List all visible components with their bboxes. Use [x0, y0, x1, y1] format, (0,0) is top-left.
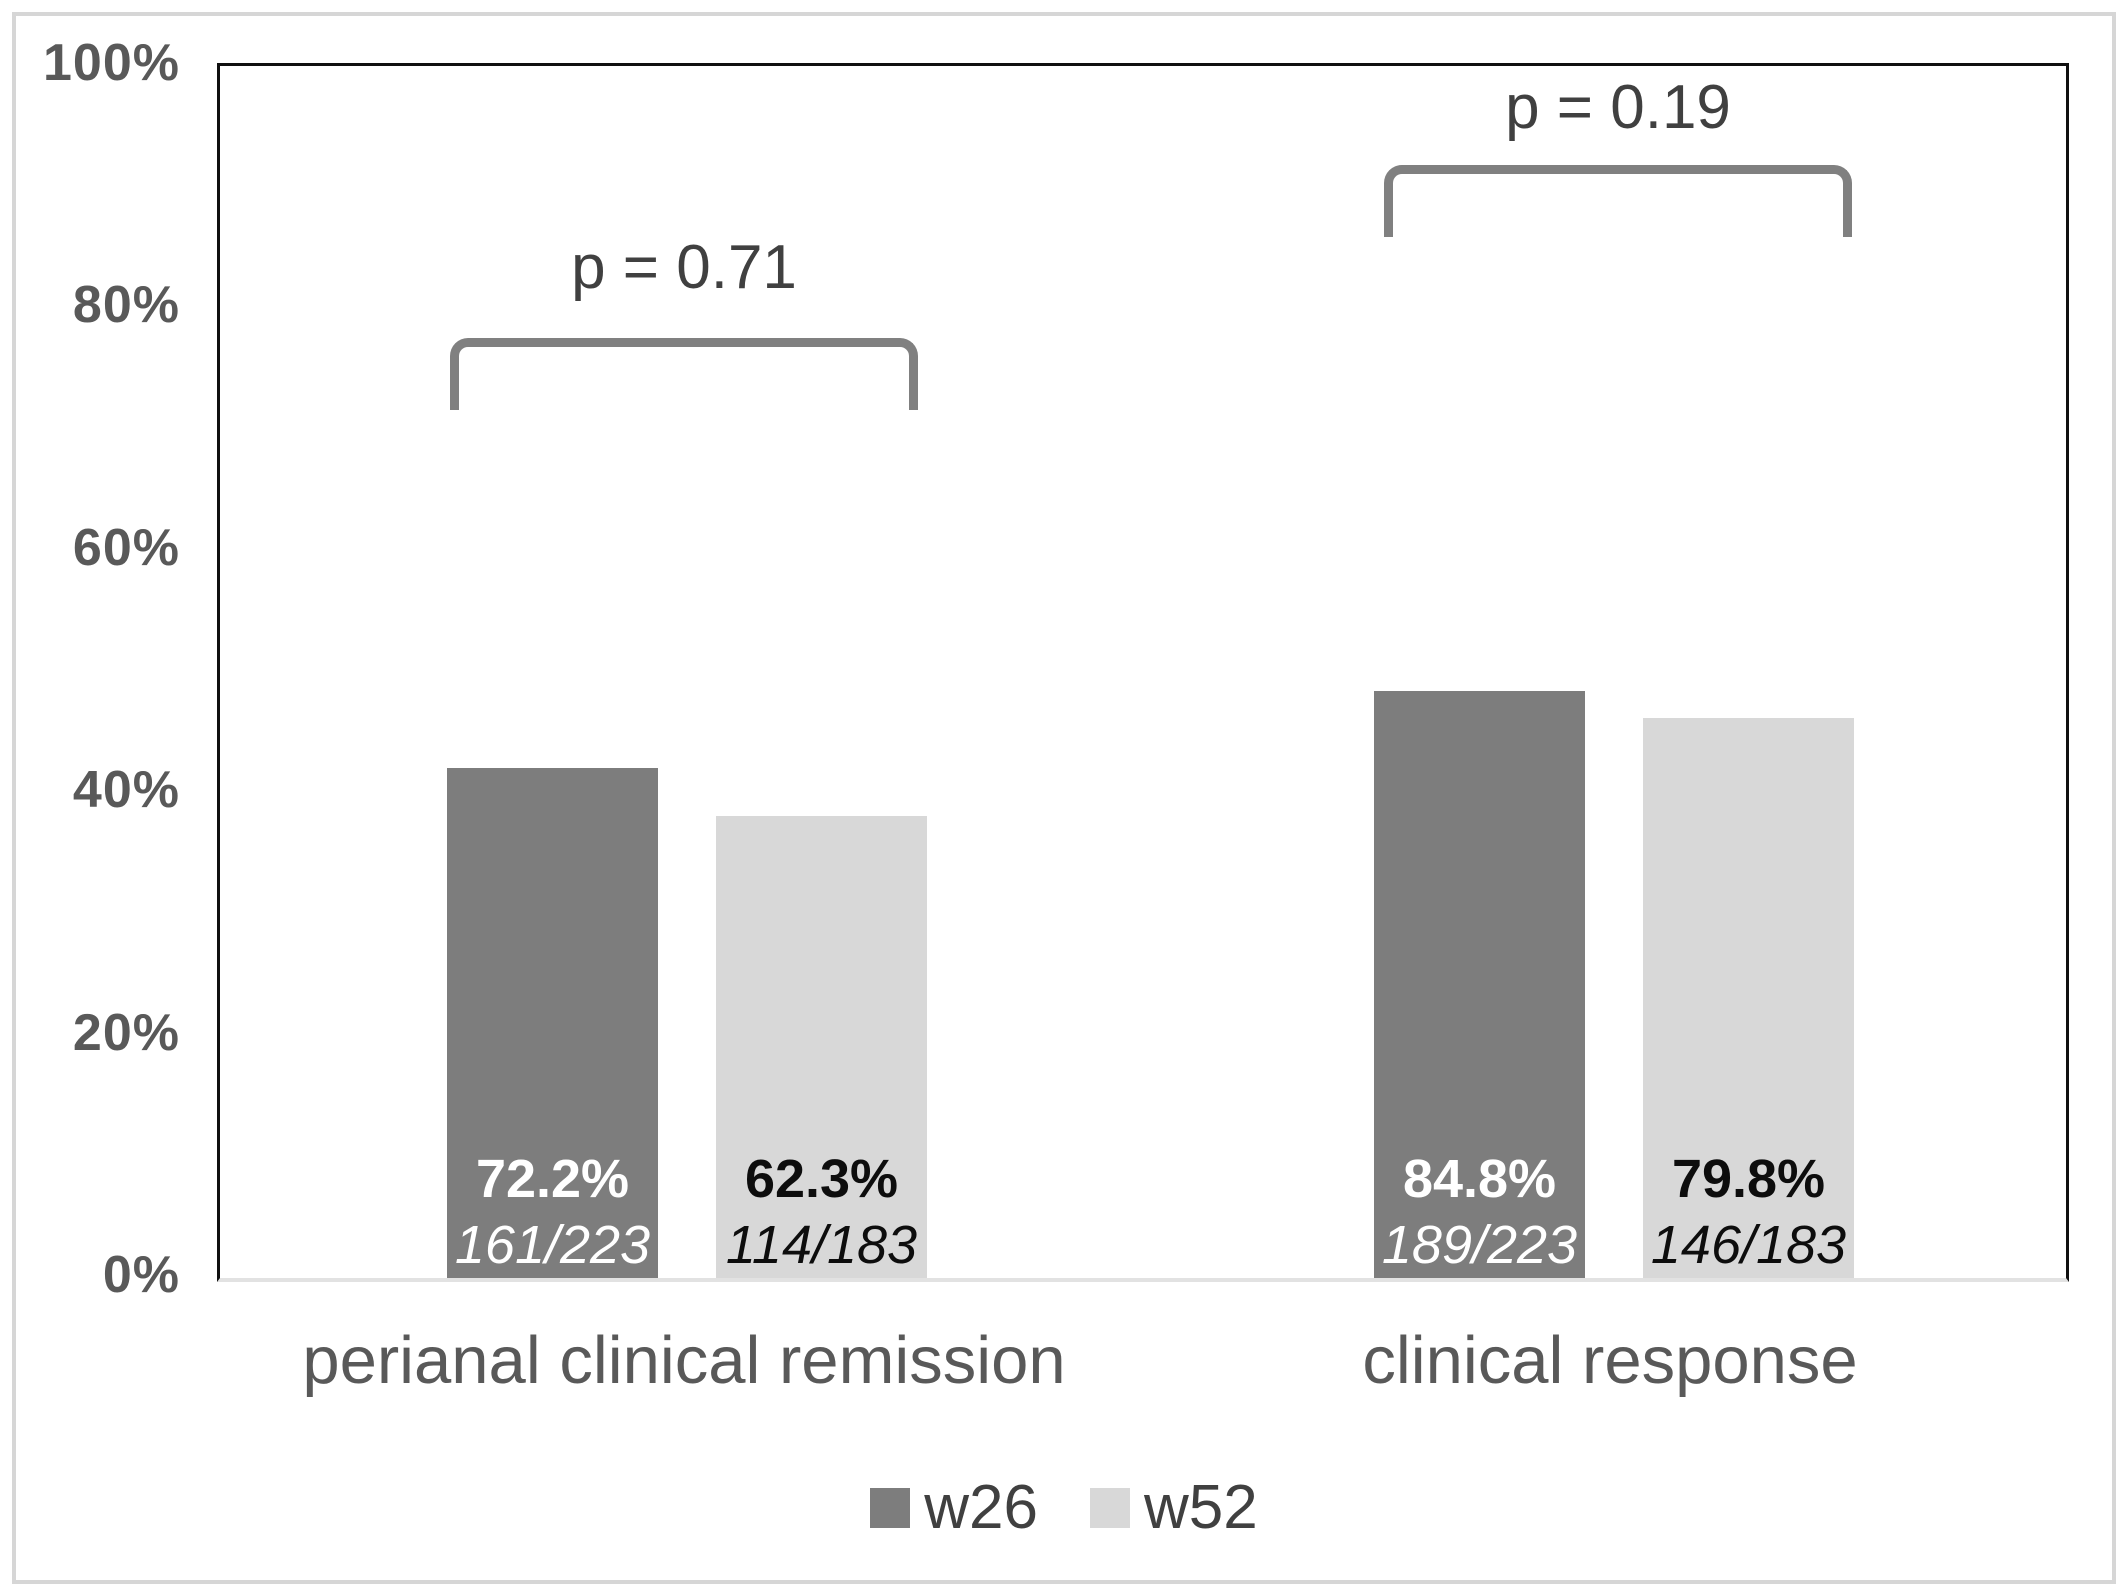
y-tick-60: 60% [72, 518, 180, 577]
bar-fraction-label: 189/223 [1381, 1215, 1578, 1275]
bar-w52-perianal-clinical-remission: 62.3% 114/183 [716, 816, 927, 1278]
bar-label-w26-response: 84.8% 189/223 [1374, 691, 1585, 1278]
legend-item-w26: w26 [870, 1472, 1038, 1543]
legend-label-w26: w26 [924, 1473, 1038, 1542]
plot-area: 72.2% 161/223 62.3% 114/183 84.8% 189/ [217, 63, 2069, 1282]
legend-label-w52: w52 [1144, 1473, 1258, 1542]
category-label-perianal-clinical-remission: perianal clinical remission [302, 1323, 1066, 1398]
bar-label-w52-perianal: 62.3% 114/183 [716, 816, 927, 1278]
bar-value-label: 62.3% [744, 1149, 899, 1209]
legend: w26 w52 [0, 1472, 2128, 1543]
bar-value-label: 79.8% [1671, 1149, 1826, 1209]
bar-w52-clinical-response: 79.8% 146/183 [1643, 718, 1854, 1278]
bar-label-w26-perianal: 72.2% 161/223 [447, 768, 658, 1278]
bar-fraction-label: 146/183 [1650, 1215, 1847, 1275]
bar-fraction-label: 161/223 [454, 1215, 651, 1275]
legend-swatch-w52 [1090, 1487, 1130, 1528]
bar-w26-clinical-response: 84.8% 189/223 [1374, 691, 1585, 1278]
bar-w26-perianal-clinical-remission: 72.2% 161/223 [447, 768, 658, 1278]
bar-fraction-label: 114/183 [725, 1215, 918, 1275]
bar-label-w52-response: 79.8% 146/183 [1643, 718, 1854, 1278]
y-tick-100: 100% [43, 34, 180, 92]
bar-value-label: 84.8% [1402, 1149, 1557, 1209]
plot-inner: 72.2% 161/223 62.3% 114/183 84.8% 189/ [220, 66, 2066, 1278]
significance-bracket-response [1384, 165, 1852, 237]
p-value-response: p = 0.19 [1505, 73, 1731, 142]
bar-value-label: 72.2% [475, 1149, 630, 1209]
y-axis: 100% 80% 60% 40% 20% 0% [0, 34, 180, 1304]
bar-group-perianal-clinical-remission: 72.2% 161/223 62.3% 114/183 [447, 768, 927, 1278]
y-tick-80: 80% [72, 276, 180, 335]
p-value-perianal: p = 0.71 [571, 233, 797, 302]
bar-group-clinical-response: 84.8% 189/223 79.8% 146/183 [1374, 691, 1854, 1278]
y-tick-0: 0% [102, 1246, 180, 1304]
y-tick-40: 40% [72, 761, 180, 820]
legend-item-w52: w52 [1090, 1472, 1258, 1543]
category-label-clinical-response: clinical response [1362, 1323, 1858, 1398]
legend-swatch-w26 [870, 1487, 911, 1528]
y-tick-20: 20% [72, 1003, 180, 1062]
significance-bracket-perianal [450, 338, 918, 410]
